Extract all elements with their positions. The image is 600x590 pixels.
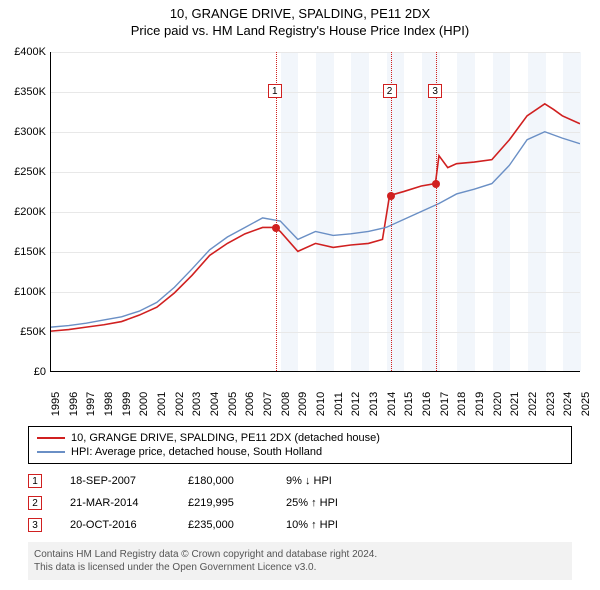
x-tick-label: 2010: [315, 392, 327, 416]
x-tick-label: 1995: [50, 392, 62, 416]
event-diff: 25% ↑ HPI: [286, 497, 366, 509]
event-line: [391, 52, 392, 371]
x-tick-label: 2016: [421, 392, 433, 416]
x-tick-label: 2015: [403, 392, 415, 416]
x-tick-label: 2024: [562, 392, 574, 416]
legend-label: HPI: Average price, detached house, Sout…: [71, 446, 322, 458]
legend: 10, GRANGE DRIVE, SPALDING, PE11 2DX (de…: [28, 426, 572, 464]
y-tick-label: £300K: [14, 126, 46, 138]
subtitle: Price paid vs. HM Land Registry's House …: [0, 23, 600, 38]
x-tick-label: 2000: [138, 392, 150, 416]
event-number-box: 1: [28, 474, 42, 488]
footer: Contains HM Land Registry data © Crown c…: [28, 542, 572, 580]
x-tick-label: 2025: [580, 392, 592, 416]
x-tick-label: 2007: [262, 392, 274, 416]
event-marker-box: 2: [383, 84, 397, 98]
event-diff: 9% ↓ HPI: [286, 475, 366, 487]
title-block: 10, GRANGE DRIVE, SPALDING, PE11 2DX Pri…: [0, 0, 600, 42]
x-tick-label: 2012: [350, 392, 362, 416]
x-tick-label: 2021: [509, 392, 521, 416]
event-dot: [272, 224, 280, 232]
event-date: 20-OCT-2016: [70, 519, 160, 531]
event-number-box: 2: [28, 496, 42, 510]
x-tick-label: 1996: [68, 392, 80, 416]
chart: £0 £50K £100K £150K £200K £250K £300K £350K £400…: [0, 42, 600, 422]
y-tick-label: £250K: [14, 166, 46, 178]
plot-area: 1 2 3: [50, 52, 580, 372]
x-tick-label: 2003: [191, 392, 203, 416]
event-number-box: 3: [28, 518, 42, 532]
x-tick-label: 2005: [227, 392, 239, 416]
series-line: [51, 132, 580, 327]
footer-line-1: Contains HM Land Registry data © Crown c…: [34, 548, 566, 561]
y-tick-label: £0: [34, 366, 46, 378]
event-row: 1 18-SEP-2007 £180,000 9% ↓ HPI: [28, 470, 572, 492]
x-tick-label: 2009: [297, 392, 309, 416]
x-tick-label: 2022: [527, 392, 539, 416]
x-tick-label: 2004: [209, 392, 221, 416]
y-tick-label: £400K: [14, 46, 46, 58]
event-line: [276, 52, 277, 371]
x-tick-label: 2006: [244, 392, 256, 416]
event-price: £235,000: [188, 519, 258, 531]
x-tick-label: 2019: [474, 392, 486, 416]
y-axis: £0£50K£100K£150K£200K£250K£300K£350K£400…: [0, 52, 48, 372]
footer-line-2: This data is licensed under the Open Gov…: [34, 561, 566, 574]
event-marker-box: 1: [268, 84, 282, 98]
event-line: [436, 52, 437, 371]
event-diff: 10% ↑ HPI: [286, 519, 366, 531]
event-dot: [432, 180, 440, 188]
event-marker-box: 3: [428, 84, 442, 98]
event-date: 21-MAR-2014: [70, 497, 160, 509]
events-table: 1 18-SEP-2007 £180,000 9% ↓ HPI 2 21-MAR-2014…: [28, 470, 572, 536]
event-row: 3 20-OCT-2016 £235,000 10% ↑ HPI: [28, 514, 572, 536]
x-tick-label: 2011: [333, 392, 345, 416]
x-tick-label: 1998: [103, 392, 115, 416]
x-axis: 1995 1996 1997 1998 1999 2000 2001 2002 2003 2004…: [50, 376, 580, 416]
legend-label: 10, GRANGE DRIVE, SPALDING, PE11 2DX (de…: [71, 432, 380, 444]
x-tick-label: 1999: [121, 392, 133, 416]
x-tick-label: 2017: [439, 392, 451, 416]
event-date: 18-SEP-2007: [70, 475, 160, 487]
event-dot: [387, 192, 395, 200]
x-tick-label: 2020: [492, 392, 504, 416]
x-tick-label: 2018: [456, 392, 468, 416]
x-tick-label: 2013: [368, 392, 380, 416]
legend-swatch: [37, 437, 65, 439]
x-tick-label: 2001: [156, 392, 168, 416]
y-tick-label: £50K: [20, 326, 46, 338]
series-line: [51, 104, 580, 331]
event-price: £219,995: [188, 497, 258, 509]
x-tick-label: 2008: [280, 392, 292, 416]
root: 10, GRANGE DRIVE, SPALDING, PE11 2DX Pri…: [0, 0, 600, 580]
legend-swatch: [37, 451, 65, 453]
y-tick-label: £200K: [14, 206, 46, 218]
legend-row: HPI: Average price, detached house, Sout…: [37, 445, 563, 459]
x-tick-label: 2014: [386, 392, 398, 416]
legend-row: 10, GRANGE DRIVE, SPALDING, PE11 2DX (de…: [37, 431, 563, 445]
event-price: £180,000: [188, 475, 258, 487]
x-tick-label: 1997: [85, 392, 97, 416]
event-row: 2 21-MAR-2014 £219,995 25% ↑ HPI: [28, 492, 572, 514]
x-tick-label: 2023: [545, 392, 557, 416]
address-title: 10, GRANGE DRIVE, SPALDING, PE11 2DX: [0, 6, 600, 21]
y-tick-label: £350K: [14, 86, 46, 98]
chart-lines: [51, 52, 580, 371]
y-tick-label: £150K: [14, 246, 46, 258]
y-tick-label: £100K: [14, 286, 46, 298]
x-tick-label: 2002: [174, 392, 186, 416]
